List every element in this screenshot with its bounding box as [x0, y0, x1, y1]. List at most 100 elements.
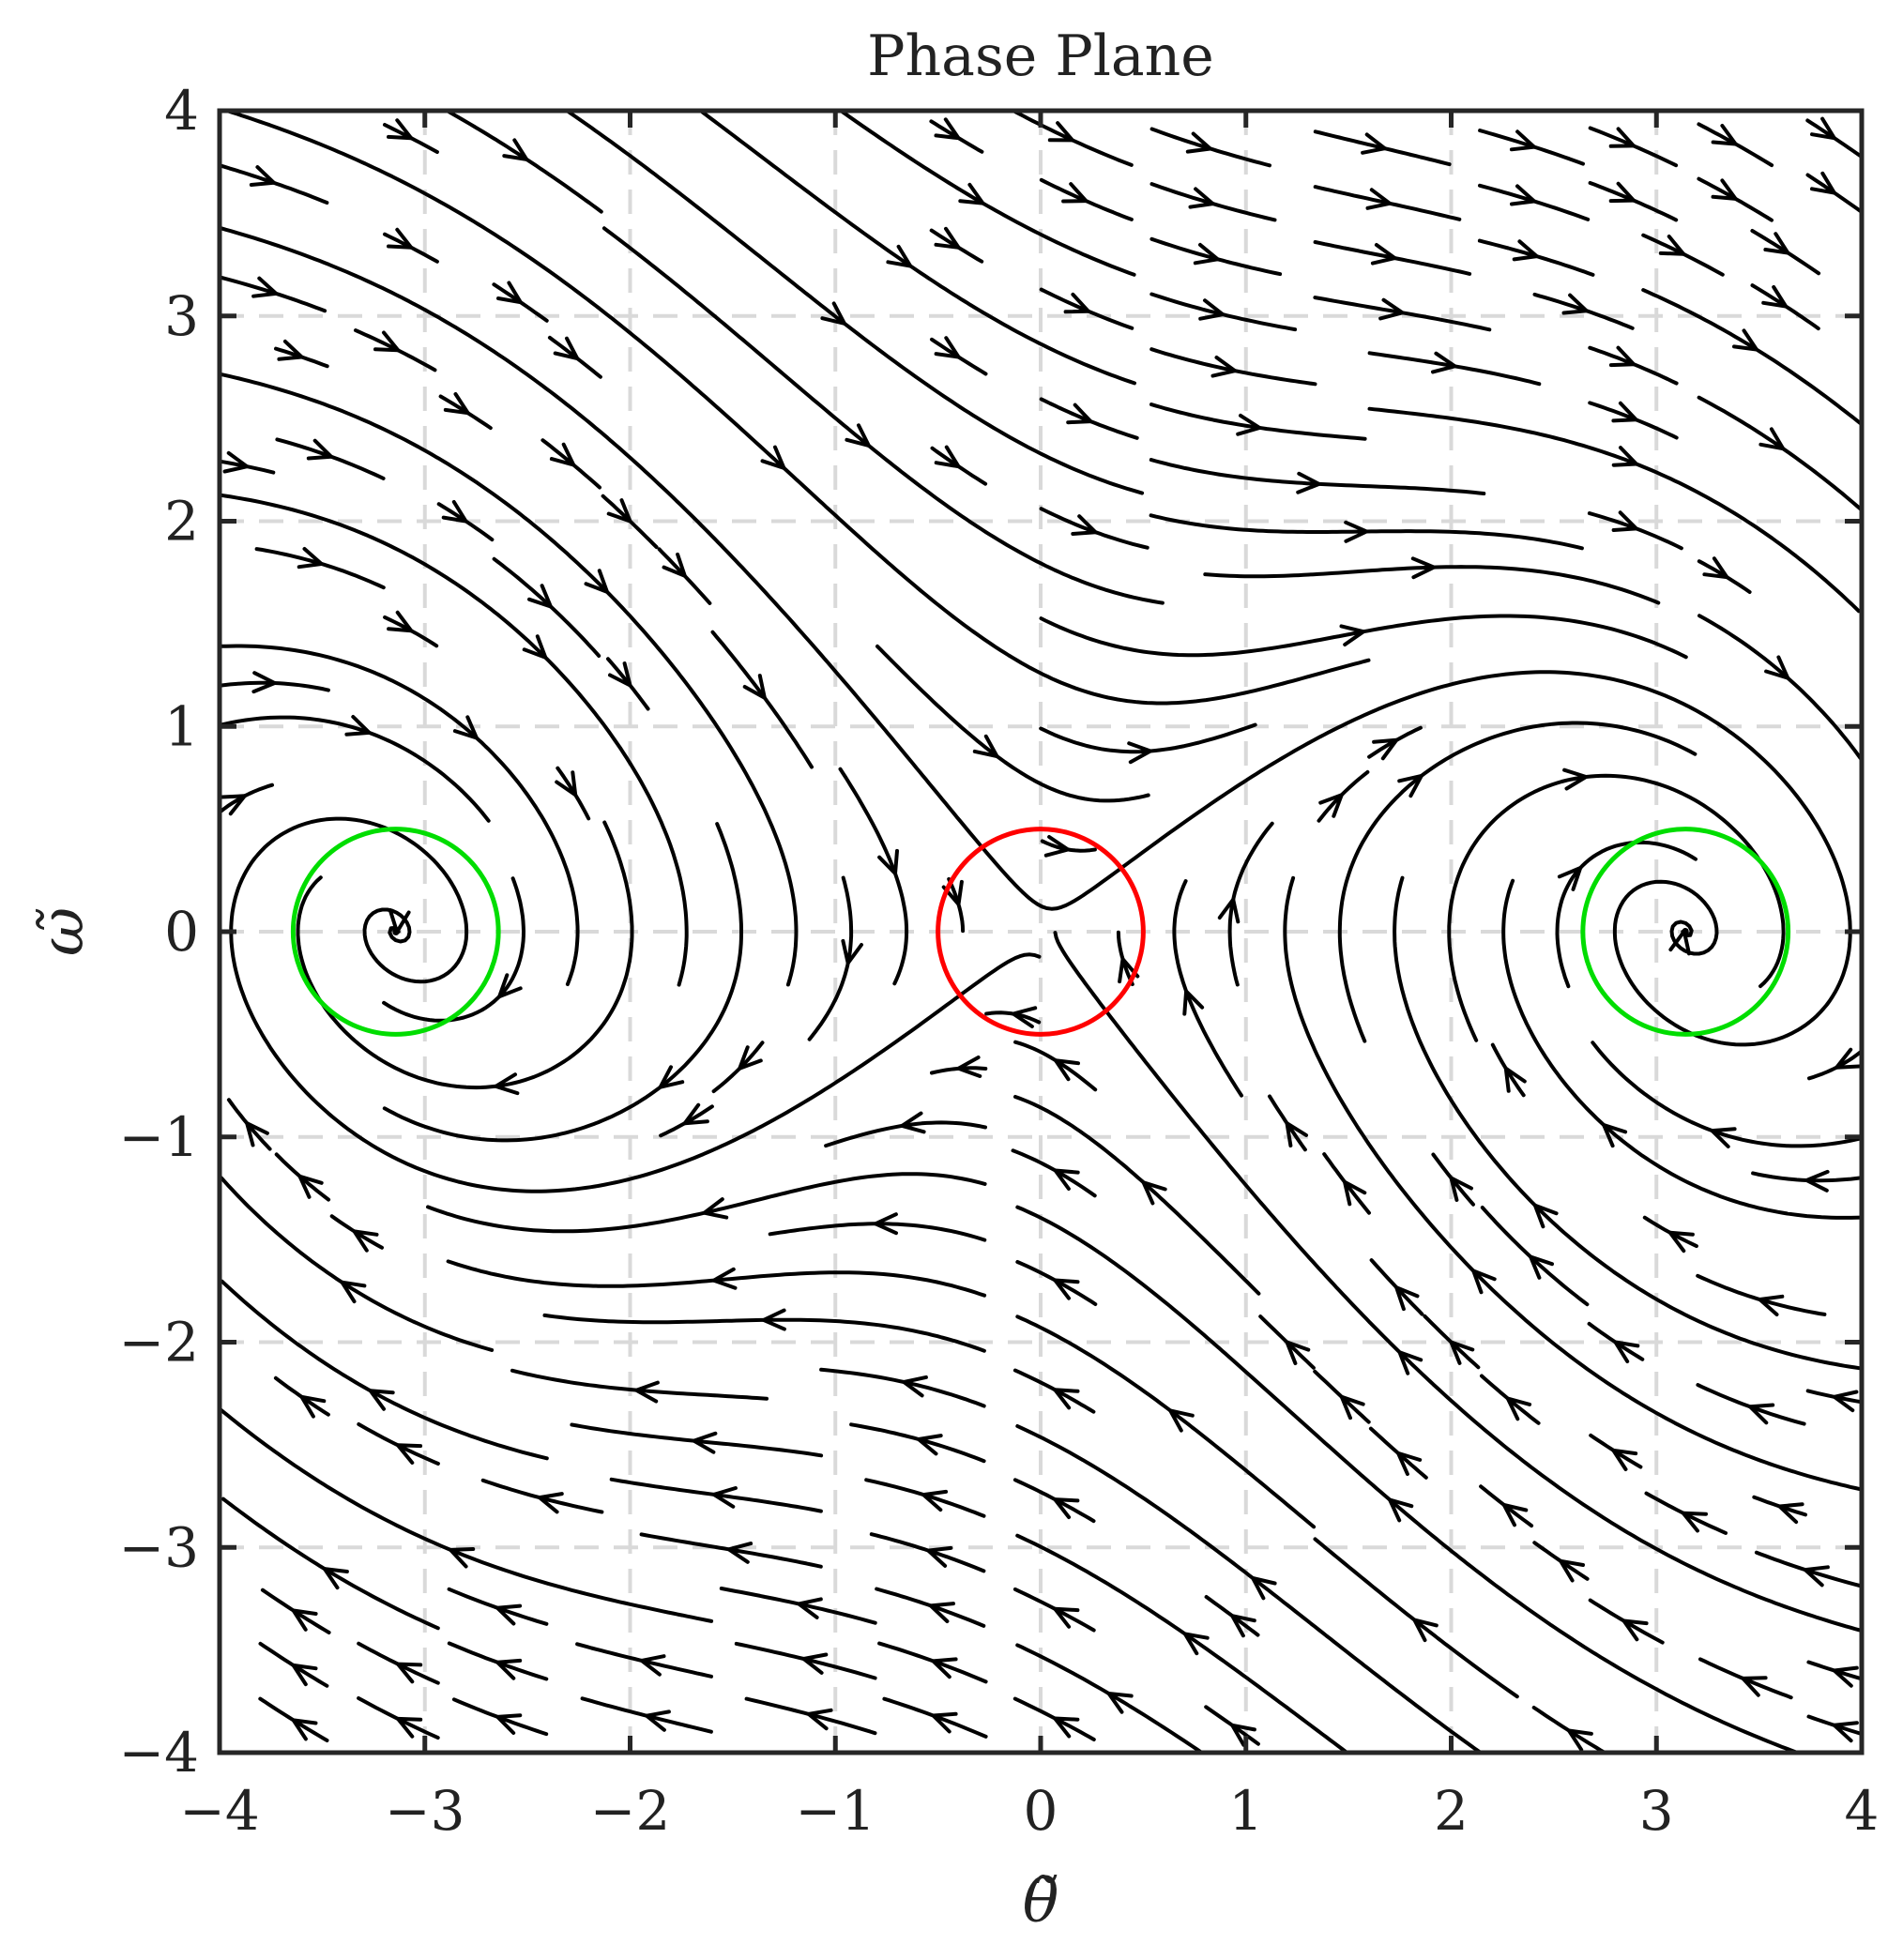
stream-arrow: [1193, 242, 1220, 266]
stream-arrow: [761, 1308, 786, 1331]
stream-arrow: [1236, 413, 1262, 436]
stream-arrow: [934, 336, 961, 359]
stream-arrow: [1668, 929, 1691, 956]
stable-focus-marker: [1580, 827, 1791, 1037]
stream-arrow: [1832, 1721, 1859, 1743]
stream-arrow: [1339, 624, 1365, 646]
stream-arrow: [1512, 239, 1539, 262]
stream-arrow: [1054, 1058, 1080, 1082]
stream-arrow: [1344, 520, 1369, 543]
stream-arrow: [1182, 989, 1205, 1016]
stream-arrow: [1611, 1448, 1638, 1471]
stream-arrow: [1071, 514, 1098, 536]
stream-arrow: [1667, 1230, 1695, 1253]
streamline: [1697, 395, 1863, 511]
stream-arrow: [387, 227, 414, 250]
stream-arrow: [1210, 356, 1238, 378]
stream-arrow: [645, 1709, 671, 1732]
stream-arrow: [1711, 124, 1738, 146]
stream-arrow: [1217, 897, 1241, 924]
x-tick-label: −4: [179, 1779, 260, 1843]
stream-arrow: [1285, 1340, 1311, 1365]
stream-arrow: [662, 552, 687, 578]
stream-arrow: [877, 848, 899, 875]
stream-arrow: [1702, 556, 1729, 580]
stream-arrow: [1061, 182, 1089, 204]
stream-arrow: [494, 1072, 520, 1096]
stream-arrow: [322, 1567, 349, 1590]
stream-arrow: [606, 498, 632, 524]
stream-arrow: [449, 1547, 476, 1569]
streamline: [1053, 931, 1863, 1633]
stream-arrow: [1370, 243, 1397, 266]
streamline: [492, 556, 601, 658]
streamline: [275, 437, 386, 480]
streamline: [1149, 347, 1317, 387]
stream-arrow: [1810, 116, 1836, 141]
stream-arrow: [1681, 1511, 1708, 1533]
stream-arrow: [711, 1267, 738, 1290]
stream-arrow: [387, 610, 414, 633]
stream-arrow: [222, 450, 250, 474]
saddle-point-marker: [936, 827, 1146, 1037]
streamline: [1013, 1040, 1098, 1092]
stream-arrow: [1810, 171, 1836, 195]
stream-arrow: [1388, 1497, 1414, 1523]
streamline: [218, 1407, 714, 1623]
streamline: [1641, 288, 1864, 426]
stream-arrow: [941, 879, 964, 906]
stream-arrow: [1710, 1127, 1737, 1148]
x-tick-label: 1: [1228, 1779, 1263, 1843]
streamline: [254, 547, 386, 590]
stream-arrow: [1343, 1179, 1367, 1207]
stream-arrow: [1621, 1618, 1649, 1642]
stream-arrow: [738, 1045, 763, 1071]
stream-arrow: [1510, 184, 1536, 206]
y-tick-label: −2: [119, 1311, 200, 1375]
streamline: [1697, 614, 1863, 760]
y-tick-label: −4: [119, 1721, 200, 1785]
y-tick-label: −1: [119, 1105, 200, 1169]
stream-arrow: [916, 1434, 943, 1456]
stream-arrow: [549, 442, 576, 467]
streamline: [1393, 875, 1862, 1371]
stream-arrow: [1251, 1576, 1277, 1601]
y-tick-label: 1: [164, 694, 199, 758]
stream-arrow: [299, 1394, 327, 1419]
streamline: [1015, 1205, 1798, 1755]
stream-arrow: [634, 1380, 660, 1404]
stream-arrow: [220, 794, 247, 816]
stream-arrow: [396, 1662, 423, 1684]
stream-arrow: [956, 1056, 982, 1078]
stream-arrow: [297, 1174, 324, 1199]
stream-arrow: [711, 1486, 738, 1509]
stream-arrow: [495, 1603, 523, 1626]
streamline: [711, 1041, 765, 1094]
stream-arrow: [934, 445, 961, 469]
stream-arrow: [972, 734, 999, 758]
y-tick-label: −3: [119, 1515, 200, 1579]
stream-arrow: [1378, 297, 1405, 321]
stream-arrow: [344, 715, 372, 737]
stream-arrow: [1053, 1168, 1080, 1191]
stream-arrow: [245, 1121, 269, 1147]
stable-focus-marker: [290, 827, 501, 1037]
streamline: [1555, 840, 1697, 989]
stream-arrow: [845, 423, 871, 448]
streamline: [1480, 1206, 1590, 1307]
stream-arrow: [502, 138, 529, 161]
stream-arrow: [1230, 1723, 1256, 1747]
stream-arrow: [340, 1280, 367, 1304]
stream-arrow: [555, 770, 578, 798]
stream-arrow: [1185, 131, 1212, 154]
stream-arrow: [522, 634, 548, 660]
stream-arrow: [1803, 1565, 1830, 1588]
stream-arrow: [1529, 1254, 1554, 1280]
stream-arrow: [1047, 121, 1074, 143]
stream-arrow: [820, 301, 846, 326]
streamline: [1367, 406, 1861, 614]
streamline: [1039, 507, 1149, 550]
streamline: [1015, 1643, 1203, 1754]
stream-arrow: [1471, 1269, 1497, 1295]
